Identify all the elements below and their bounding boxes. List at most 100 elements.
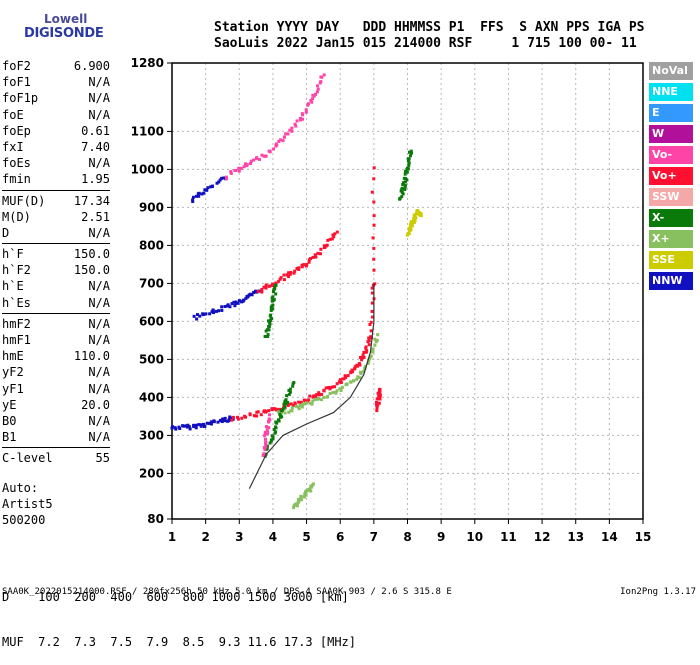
echo-point (249, 159, 253, 163)
echo-point (304, 110, 308, 114)
echo-point (333, 385, 337, 389)
echo-point (339, 380, 343, 384)
echo-point (248, 412, 252, 416)
echo-point (205, 188, 209, 192)
echo-point (361, 353, 365, 357)
parameter-panel: foF2 6.900 foF1 N/A foF1p N/A foE N/A foEp 0.61 fx… (2, 58, 110, 467)
y-tick-label: 400 (139, 390, 164, 404)
echo-point (297, 267, 301, 271)
echo-point (255, 156, 259, 160)
parameter-name: hmE (2, 349, 24, 364)
echo-point (352, 379, 356, 383)
echo-point (268, 441, 272, 445)
echo-point (409, 149, 413, 153)
echo-point (285, 394, 289, 398)
echo-point (298, 403, 302, 407)
echo-point (304, 108, 308, 112)
parameter-separator (2, 243, 110, 245)
echo-point (403, 180, 407, 184)
echo-point (178, 427, 182, 431)
echo-point (256, 410, 260, 414)
x-tick-label: 9 (437, 530, 445, 544)
echo-point (316, 251, 320, 255)
echo-point (410, 151, 414, 155)
echo-point (215, 181, 219, 185)
echo-point (401, 183, 405, 187)
echo-point (289, 270, 293, 274)
echo-point (322, 389, 326, 393)
echo-point (194, 194, 198, 198)
x-tick-label: 12 (534, 530, 551, 544)
parameter-row: M(D) 2.51 (2, 209, 110, 225)
echo-point (264, 154, 268, 158)
echo-point (375, 406, 379, 410)
echo-point (209, 420, 213, 424)
echo-point (266, 420, 270, 424)
echo-point (372, 268, 376, 272)
parameter-value: 0.61 (81, 123, 110, 138)
echo-point (324, 386, 328, 390)
echo-point (338, 378, 342, 382)
echo-point (362, 370, 366, 374)
echo-point (279, 276, 283, 280)
y-tick-label: 80 (147, 512, 164, 526)
echo-point (372, 200, 376, 204)
echo-point (296, 405, 300, 409)
echo-point (407, 163, 411, 167)
echo-point (322, 245, 326, 249)
echo-point (265, 409, 269, 413)
echo-point (270, 317, 274, 321)
echo-point (263, 448, 267, 452)
echo-point (319, 398, 323, 402)
echo-point (267, 426, 271, 430)
echo-point (304, 493, 308, 497)
echo-point (224, 175, 228, 179)
legend-entry: E (649, 104, 693, 122)
echo-point (226, 303, 230, 307)
echo-point (303, 399, 307, 403)
echo-point (356, 375, 360, 379)
echo-point (282, 273, 286, 277)
echo-point (317, 391, 321, 395)
echo-point (207, 421, 211, 425)
echo-point (406, 159, 410, 163)
echo-point (330, 237, 334, 241)
echo-point (370, 190, 374, 194)
echo-point (203, 188, 207, 192)
echo-point (363, 364, 367, 368)
echo-point (399, 189, 403, 193)
echo-point (288, 390, 292, 394)
legend-entry: SSW (649, 188, 693, 206)
echo-point (300, 263, 304, 267)
echo-point (277, 139, 281, 143)
echo-point (220, 305, 224, 309)
echo-point (269, 308, 273, 312)
echo-point (292, 271, 296, 275)
echo-point (270, 299, 274, 303)
echo-point (271, 147, 275, 151)
echo-point (301, 113, 305, 117)
x-tick-label: 14 (601, 530, 618, 544)
echo-point (229, 171, 233, 175)
parameter-value: N/A (88, 365, 110, 380)
parameter-value: 110.0 (73, 349, 110, 364)
echo-point (256, 289, 260, 293)
logo-lowell-text: Lowell (44, 12, 88, 26)
parameter-value: 150.0 (73, 247, 110, 262)
echo-point (305, 399, 309, 403)
echo-point (333, 390, 337, 394)
echo-point (266, 319, 270, 323)
echo-point (248, 292, 252, 296)
artist-code: 500200 (2, 513, 46, 527)
echo-point (315, 90, 319, 94)
parameter-value: 7.40 (81, 139, 110, 154)
echo-point (287, 392, 291, 396)
echo-point (371, 236, 375, 240)
header-columns: Station YYYY DAY DDD HHMMSS P1 FFS S AXN… (214, 20, 645, 35)
y-tick-label: 1000 (131, 162, 164, 176)
echo-point (331, 233, 335, 237)
echo-point (214, 309, 218, 313)
parameter-row: hmF2 N/A (2, 316, 110, 332)
digisonde-logo: Lowell DIGISONDE (4, 6, 104, 46)
echo-point (372, 166, 376, 170)
